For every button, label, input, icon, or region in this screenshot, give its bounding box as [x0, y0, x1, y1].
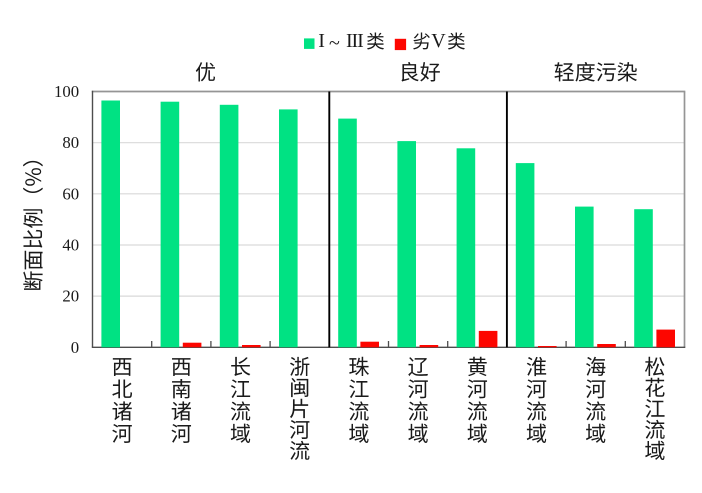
svg-text:100: 100	[54, 82, 79, 101]
svg-text:20: 20	[62, 287, 79, 306]
svg-text:80: 80	[62, 133, 79, 152]
svg-text:~: ~	[329, 33, 340, 55]
svg-text:V: V	[431, 30, 446, 52]
svg-text:III: III	[346, 30, 363, 52]
svg-text:I: I	[318, 30, 325, 52]
svg-text:0: 0	[71, 338, 79, 357]
svg-text:40: 40	[62, 236, 79, 255]
svg-text:60: 60	[62, 184, 79, 203]
